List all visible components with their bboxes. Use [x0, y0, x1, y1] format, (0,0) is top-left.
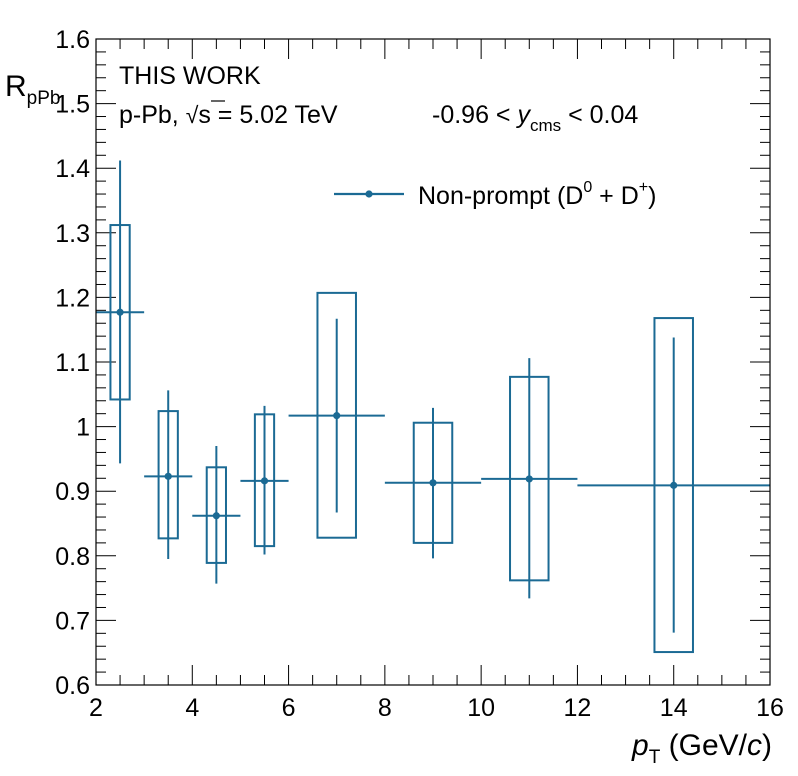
x-axis-title: pT (GeV/c): [631, 729, 772, 768]
x-tick-label: 12: [564, 694, 592, 722]
x-tick-label: 4: [185, 694, 199, 722]
data-point: [429, 479, 437, 487]
y-tick-label: 1.6: [55, 26, 90, 54]
y-tick-label: 0.8: [55, 543, 90, 571]
y-tick-label: 1: [76, 414, 90, 442]
y-tick-label: 1.4: [55, 155, 90, 183]
legend-entry: Non-prompt (D0 + D+): [418, 179, 656, 210]
axis-ticks: [95, 38, 771, 686]
data-point: [333, 412, 341, 420]
y-tick-label: 0.9: [55, 478, 90, 506]
x-tick-label: 6: [282, 694, 296, 722]
data-marks: [96, 160, 770, 654]
y-tick-label: 1.3: [55, 220, 90, 248]
x-tick-label: 8: [378, 694, 392, 722]
legend-marker: [365, 190, 373, 198]
y-tick-label: 0.6: [55, 672, 90, 700]
data-point: [116, 308, 124, 316]
legend: Non-prompt (D0 + D+): [334, 179, 656, 210]
y-tick-label: 0.7: [55, 607, 90, 635]
tick-labels: 2 4 6 8 10 12 14 16 0.6 0.7 0.8 0.9 1 1.1 1.2 1.3 1.4 1.5…: [55, 26, 784, 722]
x-tick-label: 10: [467, 694, 495, 722]
data-point: [260, 477, 269, 485]
annotation-rapidity: -0.96 < ycms < 0.04: [432, 101, 638, 135]
x-tick-label: 2: [89, 694, 103, 722]
y-tick-label: 1.1: [55, 349, 90, 377]
annotation-this-work: THIS WORK: [119, 62, 261, 90]
data-point: [670, 481, 678, 489]
annotation-system: p-Pb, √s = 5.02 TeV: [119, 101, 338, 129]
plot-frame: [95, 38, 771, 686]
y-tick-label: 1.5: [55, 91, 90, 119]
data-point: [164, 472, 172, 480]
data-point: [525, 475, 533, 483]
y-axis-title: RpPb: [5, 70, 60, 109]
x-tick-label: 14: [660, 694, 688, 722]
x-tick-label: 16: [756, 694, 784, 722]
y-tick-label: 1.2: [55, 284, 90, 312]
data-point: [212, 512, 220, 520]
